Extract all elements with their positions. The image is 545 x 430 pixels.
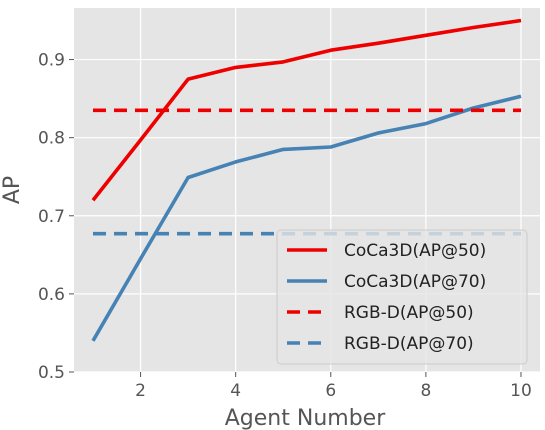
y-tick-label: 0.6 [38,285,65,305]
y-axis-label: AP [0,176,25,204]
legend: CoCa3D(AP@50) CoCa3D(AP@70) RGB-D(AP@50) RG… [276,229,528,365]
y-tick-label: 0.5 [38,363,65,383]
y-tick-label: 0.8 [38,129,65,149]
legend-label: RGB-D(AP@70) [344,334,474,354]
legend-label: CoCa3D(AP@70) [344,272,486,292]
legend-label: CoCa3D(AP@50) [344,241,486,261]
series-line-2 [91,94,522,342]
x-tick-label: 8 [420,381,431,401]
x-axis-label: Agent Number [225,406,386,430]
x-axis-ticks: 2 4 6 8 10 [135,372,532,401]
y-axis-ticks: 0.5 0.6 0.7 0.8 0.9 [38,51,74,383]
x-tick-label: 4 [230,381,241,401]
legend-box [276,229,528,365]
legend-label: RGB-D(AP@50) [344,303,474,323]
x-tick-label: 6 [325,381,336,401]
y-tick-label: 0.7 [38,207,65,227]
x-tick-label: 10 [510,381,532,401]
x-tick-label: 2 [135,381,146,401]
y-tick-label: 0.9 [38,51,65,71]
